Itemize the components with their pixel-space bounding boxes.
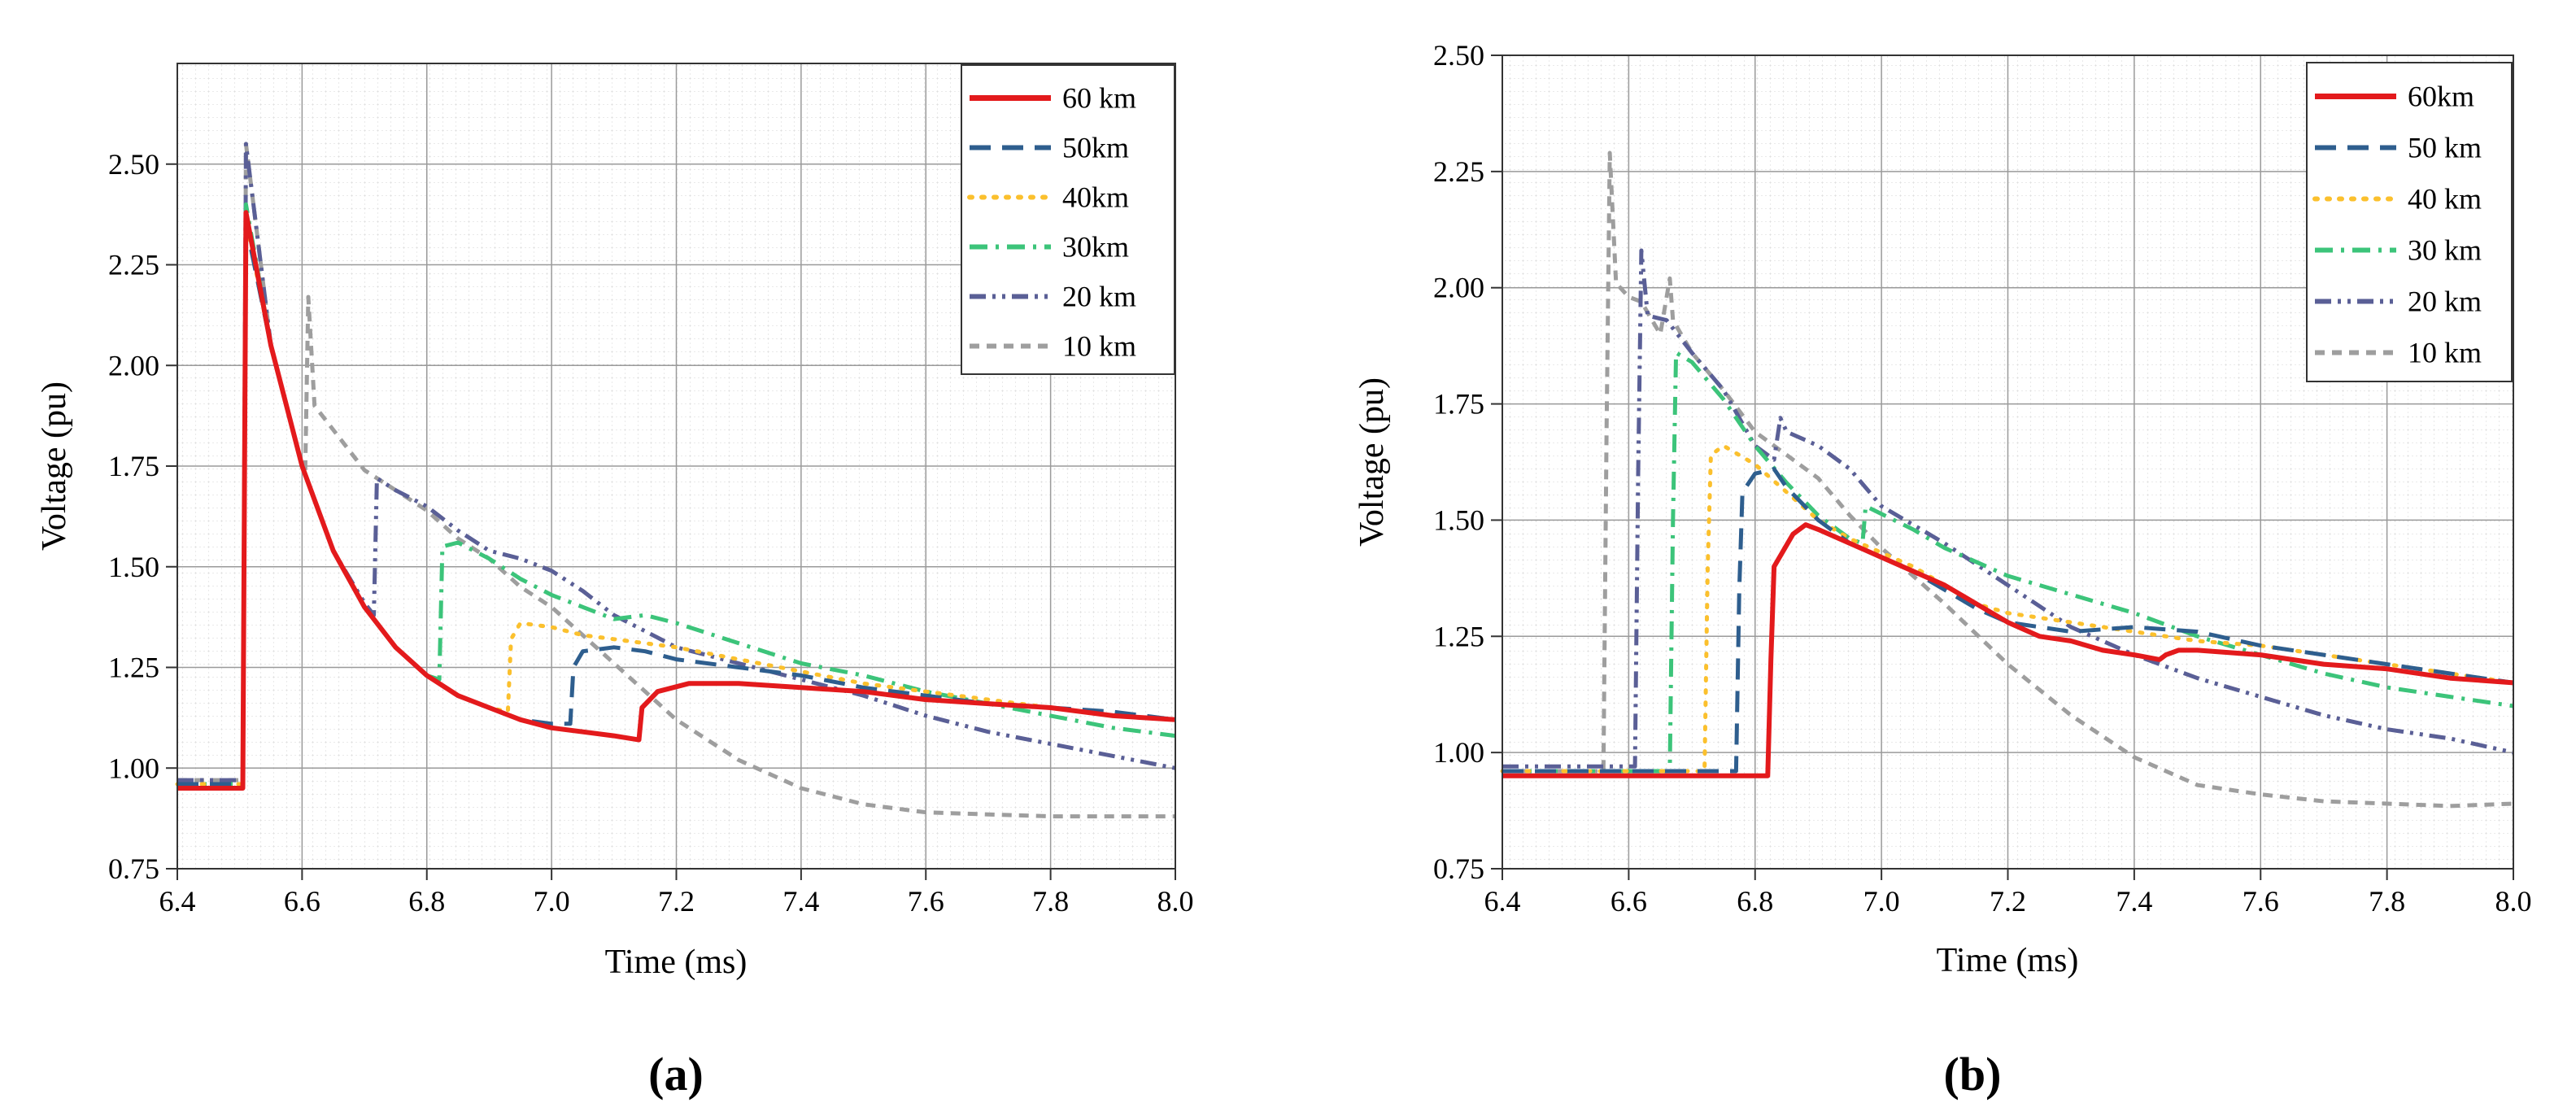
x-tick-label-b-3: 7.0 bbox=[1863, 885, 1900, 918]
legend-label-b-3: 30 km bbox=[2408, 234, 2482, 267]
y-tick-label-a-5: 2.00 bbox=[108, 349, 159, 381]
y-tick-label-b-6: 2.25 bbox=[1433, 155, 1484, 188]
series-line-a-4 bbox=[177, 142, 1176, 783]
y-tick-label-a-4: 1.75 bbox=[108, 450, 159, 482]
legend-label-b-5: 10 km bbox=[2408, 337, 2482, 369]
legend-label-a-2: 40km bbox=[1062, 181, 1129, 214]
y-tick-label-a-7: 2.50 bbox=[108, 148, 159, 181]
series-line-a-2 bbox=[175, 218, 1178, 787]
y-tick-label-a-3: 1.50 bbox=[108, 551, 159, 583]
x-tick-label-b-1: 6.6 bbox=[1611, 885, 1647, 918]
x-tick-label-a-1: 6.6 bbox=[284, 885, 320, 918]
legend-box-a bbox=[961, 64, 1175, 375]
x-tick-label-a-8: 8.0 bbox=[1157, 885, 1194, 918]
legend-label-a-0: 60 km bbox=[1062, 82, 1136, 115]
series-line-b-3 bbox=[1502, 351, 2514, 774]
series-line-a-1 bbox=[177, 222, 1176, 787]
x-tick-label-b-5: 7.4 bbox=[2116, 885, 2152, 918]
y-tick-label-b-1: 1.00 bbox=[1433, 736, 1484, 769]
y-tick-label-a-2: 1.25 bbox=[108, 652, 159, 684]
series-lines-b bbox=[1500, 150, 2516, 809]
legend-label-a-4: 20 km bbox=[1062, 281, 1136, 313]
x-tick-label-a-3: 7.0 bbox=[534, 885, 570, 918]
chart-panel-b: 6.4 6.6 6.8 7.0 7.2 7.4 7.6 7.8 8.0 0.75 1.00 1.25 1… bbox=[1353, 39, 2532, 1101]
axis-ticks-b: 6.4 6.6 6.8 7.0 7.2 7.4 7.6 7.8 8.0 0.75 1.00 1.25 1… bbox=[1433, 39, 2532, 918]
x-axis-label-a: Time (ms) bbox=[605, 944, 748, 981]
y-tick-label-b-2: 1.25 bbox=[1433, 620, 1484, 652]
legend-label-a-1: 50km bbox=[1062, 132, 1129, 164]
series-line-a-0 bbox=[177, 210, 1176, 791]
legend-label-a-3: 30km bbox=[1062, 231, 1129, 264]
y-tick-label-a-0: 0.75 bbox=[108, 852, 159, 885]
y-tick-label-b-7: 2.50 bbox=[1433, 39, 1484, 72]
y-tick-label-b-3: 1.50 bbox=[1433, 504, 1484, 536]
chart-panel-a: 6.4 6.6 6.8 7.0 7.2 7.4 7.6 7.8 8.0 0.75 1.00 1.25 1… bbox=[36, 63, 1194, 1101]
x-tick-label-b-6: 7.6 bbox=[2243, 885, 2279, 918]
x-tick-label-a-7: 7.8 bbox=[1032, 885, 1069, 918]
x-tick-label-a-5: 7.4 bbox=[782, 885, 819, 918]
y-axis-label-b: Voltage (pu) bbox=[1353, 377, 1391, 547]
series-line-b-5 bbox=[1502, 150, 2514, 809]
x-tick-label-b-4: 7.2 bbox=[1990, 885, 2026, 918]
x-tick-label-b-0: 6.4 bbox=[1484, 885, 1521, 918]
series-line-b-4 bbox=[1502, 248, 2514, 769]
x-tick-label-a-4: 7.2 bbox=[658, 885, 695, 918]
y-tick-label-a-1: 1.00 bbox=[108, 752, 159, 784]
x-axis-label-b: Time (ms) bbox=[1937, 942, 2079, 979]
series-lines-a bbox=[175, 142, 1178, 819]
x-tick-label-b-8: 8.0 bbox=[2495, 885, 2532, 918]
legend-a: 60 km 50km 40km 30km 20 km 10 km bbox=[961, 64, 1175, 375]
legend-label-b-1: 50 km bbox=[2408, 132, 2482, 164]
x-tick-label-a-6: 7.6 bbox=[908, 885, 944, 918]
legend-label-b-2: 40 km bbox=[2408, 183, 2482, 216]
y-axis-label-a: Voltage (pu) bbox=[36, 381, 73, 551]
y-tick-label-b-4: 1.75 bbox=[1433, 388, 1484, 421]
x-tick-label-b-7: 7.8 bbox=[2369, 885, 2405, 918]
panel-label-a: (a) bbox=[648, 1048, 704, 1101]
y-tick-label-b-0: 0.75 bbox=[1433, 852, 1484, 885]
legend-label-a-5: 10 km bbox=[1062, 330, 1136, 363]
x-tick-label-a-0: 6.4 bbox=[159, 885, 196, 918]
series-line-b-0 bbox=[1502, 522, 2514, 778]
panel-label-b: (b) bbox=[1944, 1048, 2002, 1101]
legend-label-b-4: 20 km bbox=[2408, 286, 2482, 318]
y-tick-label-b-5: 2.00 bbox=[1433, 272, 1484, 304]
axis-ticks-a: 6.4 6.6 6.8 7.0 7.2 7.4 7.6 7.8 8.0 0.75 1.00 1.25 1… bbox=[108, 148, 1194, 918]
x-tick-label-a-2: 6.8 bbox=[408, 885, 445, 918]
x-tick-label-b-2: 6.8 bbox=[1737, 885, 1773, 918]
y-tick-label-a-6: 2.25 bbox=[108, 249, 159, 281]
legend-label-b-0: 60km bbox=[2408, 81, 2474, 113]
legend-box-b bbox=[2306, 62, 2513, 382]
legend-b: 60km 50 km 40 km 30 km 20 km 10 km bbox=[2306, 62, 2513, 382]
